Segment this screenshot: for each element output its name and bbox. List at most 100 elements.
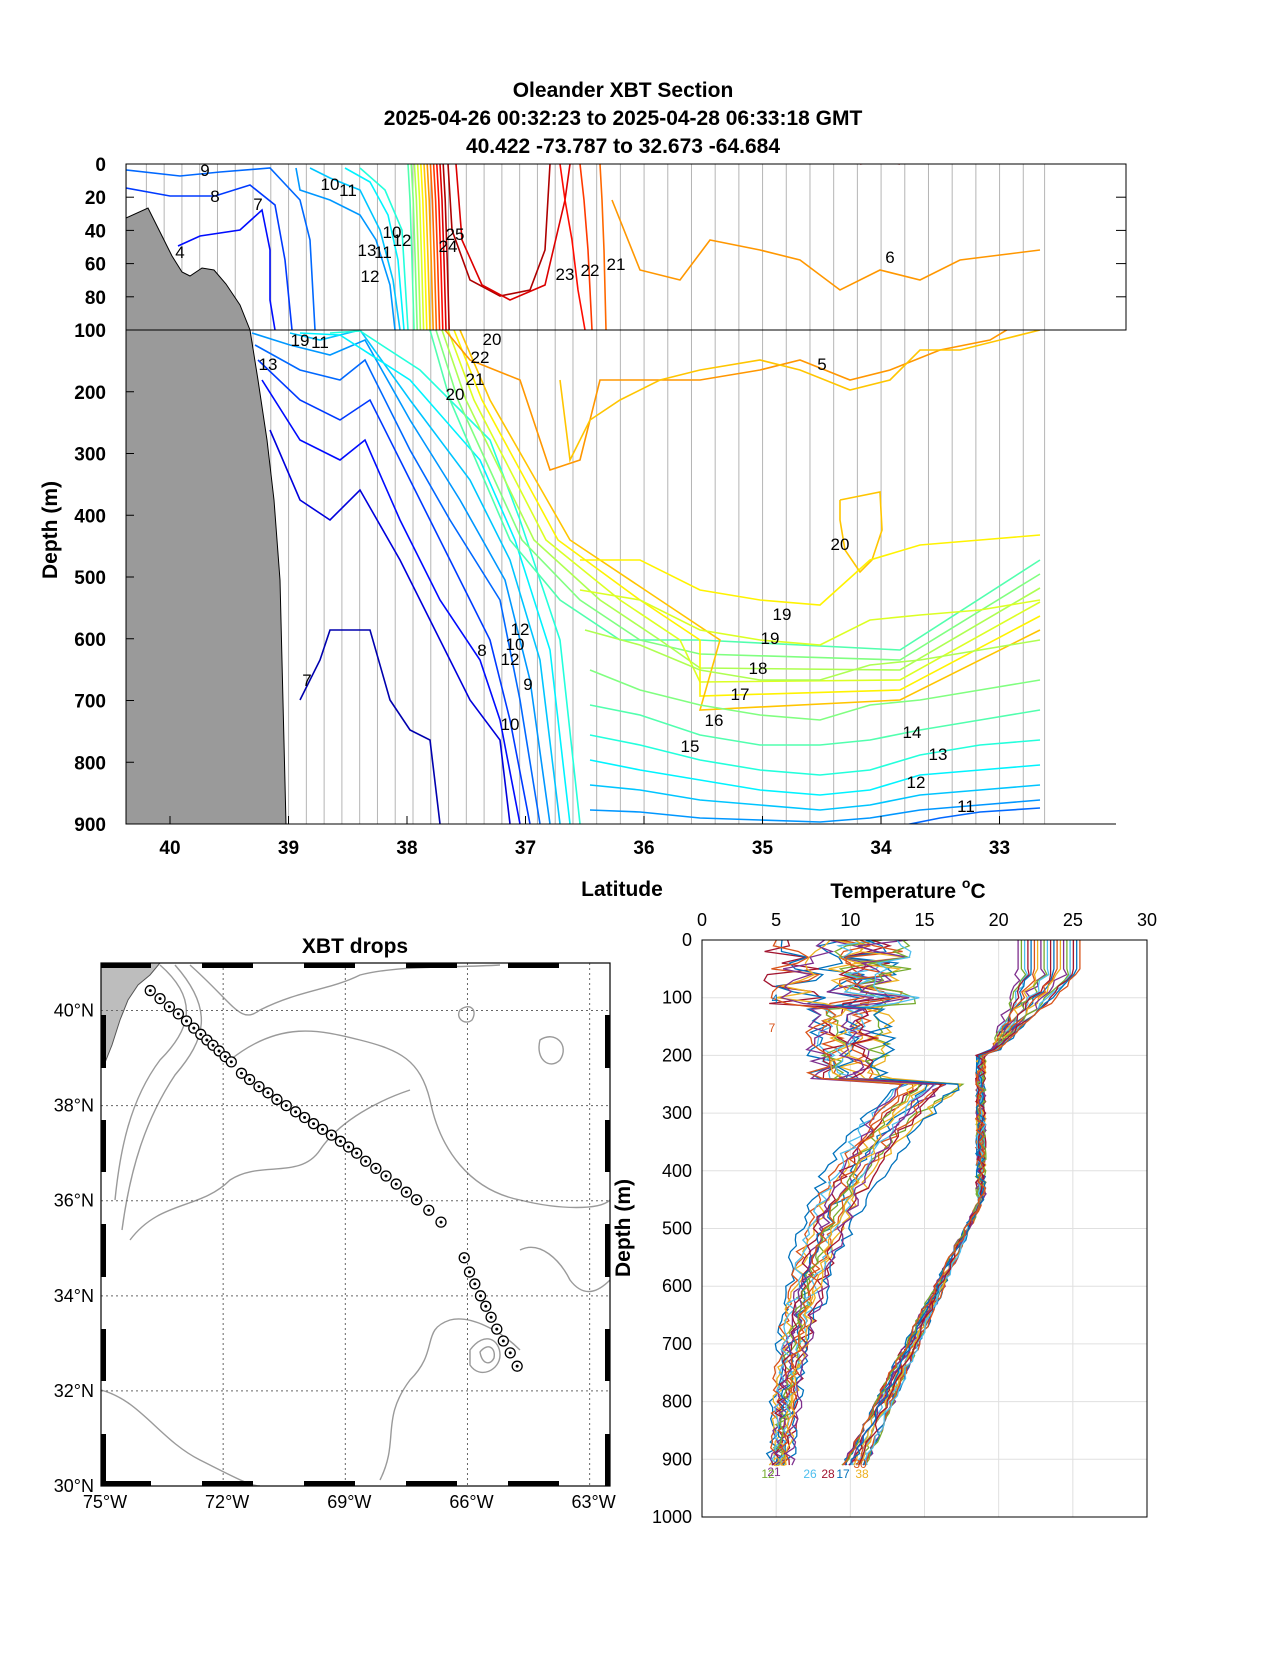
contour-label: 20 bbox=[483, 330, 502, 349]
isotherm-17 bbox=[447, 330, 1041, 683]
isotherm-15 bbox=[589, 669, 1041, 721]
profile-y-tick-label: 900 bbox=[662, 1449, 692, 1469]
y-tick-label: 900 bbox=[74, 815, 106, 836]
isotherm-19 bbox=[423, 164, 431, 330]
profile-x-tick-label: 20 bbox=[989, 910, 1009, 930]
profile-drop-label: 20 bbox=[773, 1455, 787, 1469]
map-lat-label: 38°N bbox=[54, 1096, 94, 1116]
isotherm-10 bbox=[251, 332, 551, 824]
border-segment bbox=[202, 1481, 253, 1486]
x-tick-label: 38 bbox=[396, 838, 417, 859]
isotherm-9 bbox=[905, 807, 1041, 824]
profile-y-tick-label: 400 bbox=[662, 1161, 692, 1181]
isotherm-13 bbox=[329, 330, 581, 824]
drop-marker-dot bbox=[515, 1364, 519, 1368]
section-ticks bbox=[126, 163, 1126, 825]
border-segment bbox=[101, 1224, 106, 1277]
profile-lines bbox=[763, 940, 1081, 1466]
isotherm-23 bbox=[559, 164, 586, 330]
drop-marker-dot bbox=[338, 1139, 342, 1143]
y-tick-label: 80 bbox=[85, 288, 106, 309]
isotherm-14 bbox=[589, 704, 1041, 746]
cold-profile bbox=[775, 940, 960, 1466]
drop-marker-dot bbox=[284, 1104, 288, 1108]
isotherm-5 bbox=[299, 629, 441, 824]
section-title-line-3: 40.422 -73.787 to 32.673 -64.684 bbox=[466, 135, 780, 158]
profile-drop-label: 4 bbox=[772, 992, 779, 1006]
drop-marker-dot bbox=[176, 1012, 180, 1016]
profile-y-tick-label: 200 bbox=[662, 1045, 692, 1065]
profile-drop-label: 17 bbox=[836, 1467, 850, 1481]
isotherm-6 bbox=[269, 429, 511, 824]
border-segment bbox=[101, 1015, 106, 1068]
drop-marker-dot bbox=[158, 997, 162, 1001]
isotherm-25 bbox=[442, 164, 450, 330]
y-tick-label: 40 bbox=[85, 221, 106, 242]
drop-marker-dot bbox=[303, 1116, 307, 1120]
profile-y-tick-label: 800 bbox=[662, 1392, 692, 1412]
contours-lower bbox=[251, 330, 1041, 824]
x-tick-label: 37 bbox=[515, 838, 536, 859]
map-lon-labels: 75°W 72°W 69°W 66°W 63°W bbox=[83, 1492, 616, 1512]
contour-label: 22 bbox=[581, 261, 600, 280]
drop-marker-dot bbox=[185, 1019, 189, 1023]
drop-marker-dot bbox=[148, 989, 152, 993]
bathymetry-line bbox=[379, 1318, 521, 1481]
border-segment bbox=[406, 1481, 457, 1486]
drop-marker-dot bbox=[205, 1038, 209, 1042]
drop-marker-dot bbox=[229, 1060, 233, 1064]
profile-x-tick-label: 10 bbox=[840, 910, 860, 930]
isotherm-20 bbox=[444, 330, 1009, 472]
border-segment bbox=[101, 1481, 151, 1486]
isotherm-17 bbox=[579, 589, 1041, 646]
warm-profile bbox=[841, 940, 1070, 1466]
contour-label: 25 bbox=[446, 225, 465, 244]
warm-profile bbox=[850, 940, 1078, 1466]
profile-y-tick-label: 600 bbox=[662, 1276, 692, 1296]
border-segment bbox=[101, 1434, 106, 1486]
contour-label: 14 bbox=[903, 723, 922, 742]
isotherm-15 bbox=[410, 164, 418, 330]
contour-label: 13 bbox=[358, 241, 377, 260]
contour-label: 10 bbox=[321, 175, 340, 194]
drop-marker-dot bbox=[479, 1294, 483, 1298]
drop-marker-dot bbox=[404, 1190, 408, 1194]
isotherm-19 bbox=[459, 330, 1041, 711]
bathymetry-line bbox=[479, 1346, 495, 1364]
map-grid bbox=[101, 963, 610, 1486]
drop-marker-dot bbox=[508, 1351, 512, 1355]
y-tick-label: 20 bbox=[85, 188, 106, 209]
isotherm-22 bbox=[432, 164, 441, 330]
profile-y-label: Depth (m) bbox=[612, 1179, 635, 1277]
map-lon-label: 63°W bbox=[572, 1492, 616, 1512]
border-segment bbox=[101, 1329, 106, 1381]
drop-marker-dot bbox=[462, 1256, 466, 1260]
profile-title-unit: C bbox=[970, 880, 985, 903]
profile-drop-label: 12 bbox=[761, 1467, 775, 1481]
drop-marker-dot bbox=[294, 1110, 298, 1114]
border-segment bbox=[304, 1481, 355, 1486]
contour-label: 22 bbox=[471, 348, 490, 367]
border-segment bbox=[101, 963, 151, 968]
drop-marker-dot bbox=[439, 1220, 443, 1224]
isotherm-20 bbox=[426, 164, 434, 330]
drop-marker-dot bbox=[501, 1339, 505, 1343]
contour-label: 12 bbox=[907, 773, 926, 792]
x-tick-label: 34 bbox=[870, 838, 892, 859]
contour-label: 20 bbox=[446, 385, 465, 404]
map-lon-label: 66°W bbox=[449, 1492, 493, 1512]
border-segment bbox=[605, 1015, 610, 1068]
drop-marker-dot bbox=[355, 1151, 359, 1155]
profile-x-tick-label: 15 bbox=[914, 910, 934, 930]
continental-slope-bathymetry bbox=[125, 207, 287, 825]
drop-marker-dot bbox=[427, 1208, 431, 1212]
isotherm-12 bbox=[344, 167, 405, 330]
contour-label: 11 bbox=[374, 243, 392, 262]
isotherm-8 bbox=[257, 359, 531, 824]
contour-label: 19 bbox=[291, 331, 310, 350]
drop-marker-dot bbox=[257, 1085, 261, 1089]
contour-label: 4 bbox=[175, 243, 184, 262]
y-tick-label: 0 bbox=[95, 155, 106, 176]
section-x-label: Latitude bbox=[581, 878, 663, 901]
